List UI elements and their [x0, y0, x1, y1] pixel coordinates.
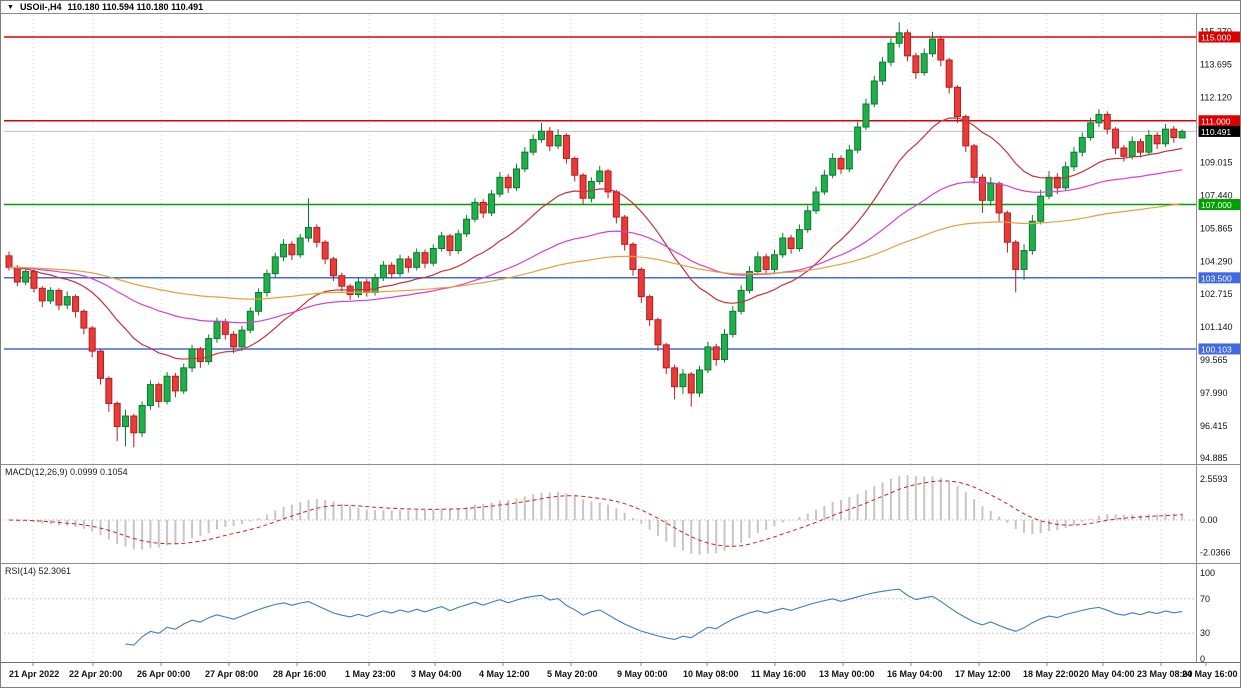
- svg-text:2.5593: 2.5593: [1200, 474, 1228, 484]
- svg-text:102.715: 102.715: [1200, 289, 1233, 299]
- svg-text:17 May 12:00: 17 May 12:00: [955, 669, 1011, 679]
- price-chart-pane[interactable]: 115.270113.695112.120110.545109.015107.4…: [1, 14, 1241, 464]
- svg-text:105.865: 105.865: [1200, 223, 1233, 233]
- svg-text:11 May 16:00: 11 May 16:00: [751, 669, 806, 679]
- svg-text:4 May 12:00: 4 May 12:00: [479, 669, 530, 679]
- svg-text:26 Apr 00:00: 26 Apr 00:00: [137, 669, 190, 679]
- macd-pane[interactable]: 2.5593 0.00 -2.0366: [1, 464, 1241, 563]
- symbol-dropdown-arrow-icon[interactable]: ▼: [7, 3, 14, 11]
- svg-text:20 May 04:00: 20 May 04:00: [1079, 669, 1135, 679]
- svg-text:70: 70: [1200, 594, 1210, 604]
- svg-text:0.00: 0.00: [1200, 515, 1218, 525]
- rsi-indicator-label: RSI(14) 52.3061: [5, 566, 72, 576]
- time-axis[interactable]: 21 Apr 2022 22 Apr 20:00 26 Apr 00:00 27 Ap…: [1, 662, 1241, 688]
- svg-text:28 Apr 16:00: 28 Apr 16:00: [273, 669, 326, 679]
- symbol-timeframe-label: USOil-,H4: [19, 2, 62, 12]
- svg-text:99.565: 99.565: [1200, 355, 1228, 365]
- svg-text:115.270: 115.270: [1200, 26, 1232, 36]
- svg-text:21 Apr 2022: 21 Apr 2022: [9, 669, 59, 679]
- svg-text:10 May 08:00: 10 May 08:00: [683, 669, 739, 679]
- svg-text:1 May 23:00: 1 May 23:00: [345, 669, 396, 679]
- svg-text:100: 100: [1200, 568, 1215, 578]
- svg-text:5 May 20:00: 5 May 20:00: [547, 669, 598, 679]
- svg-text:100.103: 100.103: [1201, 344, 1232, 354]
- svg-text:-2.0366: -2.0366: [1200, 548, 1231, 558]
- svg-text:0: 0: [1200, 654, 1205, 662]
- svg-text:109.015: 109.015: [1200, 157, 1233, 167]
- macd-indicator-label: MACD(12,26,9) 0.0999 0.1054: [5, 467, 128, 477]
- svg-text:3 May 04:00: 3 May 04:00: [411, 669, 462, 679]
- svg-text:107.000: 107.000: [1201, 200, 1232, 210]
- svg-text:96.415: 96.415: [1200, 421, 1228, 431]
- svg-text:18 May 22:00: 18 May 22:00: [1023, 669, 1079, 679]
- svg-text:104.290: 104.290: [1200, 256, 1233, 266]
- svg-text:9 May 00:00: 9 May 00:00: [617, 669, 668, 679]
- svg-text:103.500: 103.500: [1201, 273, 1232, 283]
- svg-text:112.120: 112.120: [1200, 92, 1232, 102]
- svg-text:24 May 16:00: 24 May 16:00: [1182, 669, 1238, 679]
- chart-header: ▼ USOil-,H4 110.180 110.594 110.180 110.…: [1, 1, 1240, 14]
- svg-text:101.140: 101.140: [1200, 322, 1233, 332]
- svg-text:30: 30: [1200, 628, 1210, 638]
- svg-text:111.000: 111.000: [1201, 116, 1231, 126]
- svg-text:107.440: 107.440: [1200, 190, 1233, 200]
- svg-text:13 May 00:00: 13 May 00:00: [819, 669, 875, 679]
- ohlc-readout: 110.180 110.594 110.180 110.491: [67, 2, 204, 12]
- svg-text:16 May 04:00: 16 May 04:00: [887, 669, 943, 679]
- svg-text:113.695: 113.695: [1200, 59, 1232, 69]
- svg-text:97.990: 97.990: [1200, 388, 1228, 398]
- svg-text:23 May 08:00: 23 May 08:00: [1137, 669, 1193, 679]
- svg-text:115.000: 115.000: [1201, 33, 1231, 43]
- svg-text:27 Apr 08:00: 27 Apr 08:00: [205, 669, 258, 679]
- svg-text:22 Apr 20:00: 22 Apr 20:00: [69, 669, 122, 679]
- svg-text:110.491: 110.491: [1201, 127, 1231, 137]
- svg-text:94.885: 94.885: [1200, 453, 1228, 463]
- rsi-pane[interactable]: 100 70 30 0: [1, 563, 1241, 662]
